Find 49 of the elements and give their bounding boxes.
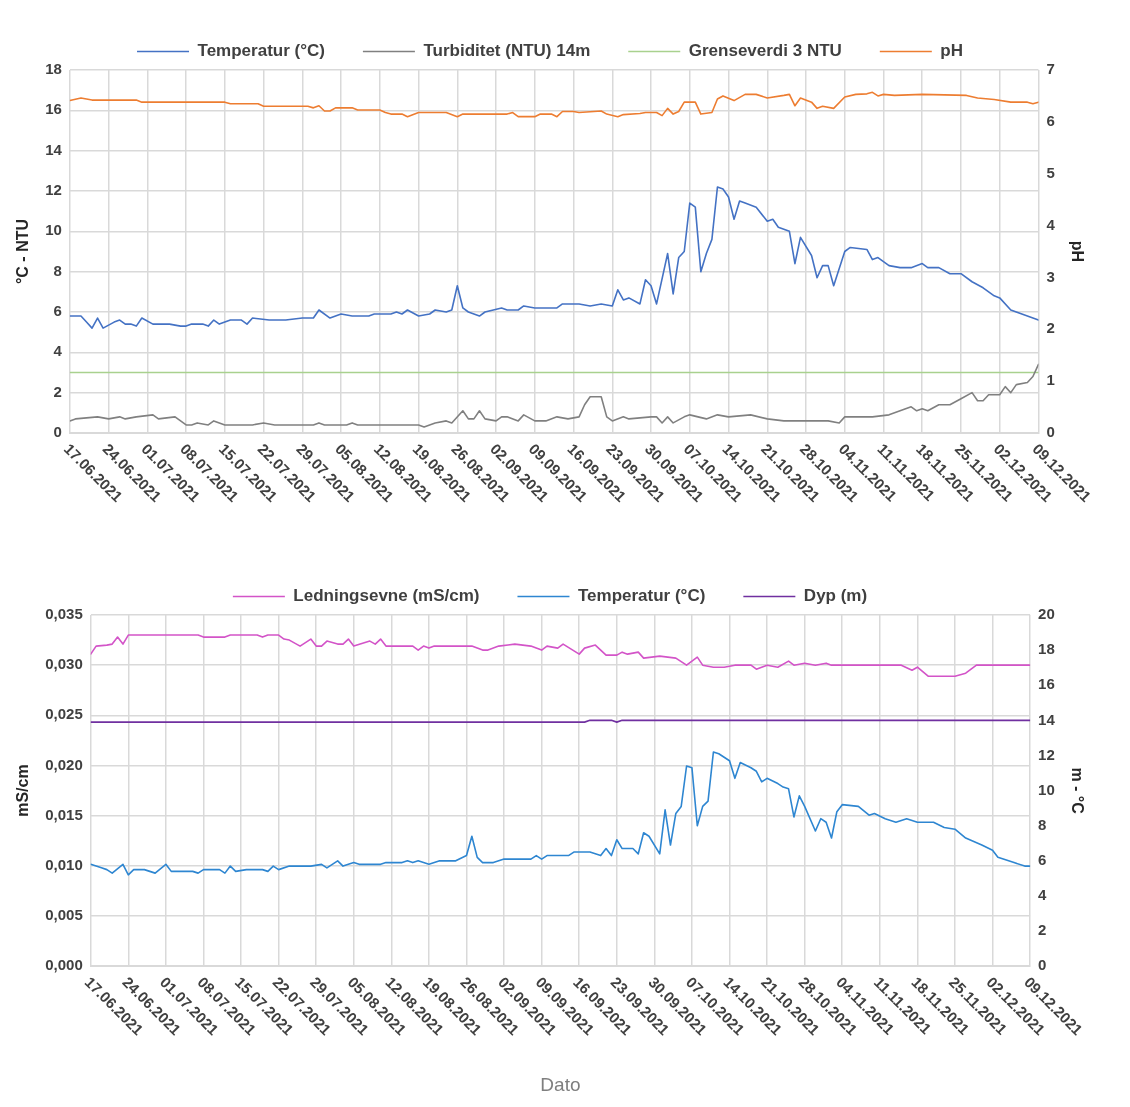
y2-tick-label: 7 — [1046, 60, 1055, 78]
y-tick-label: 0,015 — [45, 805, 83, 823]
legend-label: Dyp (m) — [803, 586, 868, 606]
y2-tick-label: 4 — [1046, 215, 1056, 233]
y2-axis-title: m - °C — [1068, 767, 1086, 815]
y-tick-label: 14 — [45, 140, 63, 158]
y2-tick-label: 10 — [1038, 780, 1055, 798]
y-axis-title: mS/cm — [14, 764, 32, 817]
y-tick-label: 8 — [53, 261, 62, 279]
y-tick-label: 0,000 — [45, 956, 83, 974]
y2-tick-label: 16 — [1038, 675, 1055, 693]
y-axis-title: °C - NTU — [14, 218, 32, 285]
legend-label: Temperatur (°C) — [577, 586, 706, 606]
legend-label: Turbiditet (NTU) 14m — [423, 41, 591, 61]
y-tick-label: 0,005 — [45, 906, 83, 924]
y2-tick-label: 2 — [1038, 921, 1047, 939]
legend-label: Temperatur (°C) — [197, 41, 325, 61]
y-tick-label: 6 — [53, 302, 62, 320]
y-tick-label: 0,030 — [45, 655, 83, 673]
y2-tick-label: 2 — [1046, 319, 1055, 337]
legend-label: Ledningsevne (mS/cm) — [293, 586, 480, 606]
y-tick-label: 18 — [45, 60, 62, 78]
y2-tick-label: 0 — [1038, 956, 1047, 974]
x-axis-title: Dato — [540, 1073, 581, 1095]
y2-tick-label: 12 — [1038, 745, 1055, 763]
legend-label: pH — [940, 41, 963, 61]
legend-label: Grenseverdi 3 NTU — [688, 41, 842, 61]
y2-tick-label: 0 — [1046, 423, 1055, 441]
y-tick-label: 0,035 — [45, 605, 83, 623]
y2-tick-label: 20 — [1038, 605, 1055, 623]
y2-axis-title: pH — [1068, 240, 1086, 263]
y-tick-label: 2 — [53, 382, 62, 400]
y-tick-label: 12 — [45, 181, 62, 199]
y2-tick-label: 14 — [1038, 710, 1056, 728]
y2-tick-label: 3 — [1046, 267, 1055, 285]
y2-tick-label: 8 — [1038, 815, 1047, 833]
y2-tick-label: 5 — [1046, 163, 1055, 181]
y2-tick-label: 4 — [1038, 886, 1048, 904]
y2-tick-label: 18 — [1038, 640, 1055, 658]
y-tick-label: 4 — [53, 342, 63, 360]
y-tick-label: 10 — [45, 221, 62, 239]
y2-tick-label: 6 — [1038, 850, 1047, 868]
y2-tick-label: 1 — [1046, 371, 1055, 389]
y-tick-label: 0 — [53, 423, 62, 441]
y-tick-label: 0,020 — [45, 755, 83, 773]
y2-tick-label: 6 — [1046, 112, 1055, 129]
y-tick-label: 0,010 — [45, 856, 83, 873]
y-tick-label: 16 — [45, 100, 62, 118]
y-tick-label: 0,025 — [45, 705, 83, 723]
